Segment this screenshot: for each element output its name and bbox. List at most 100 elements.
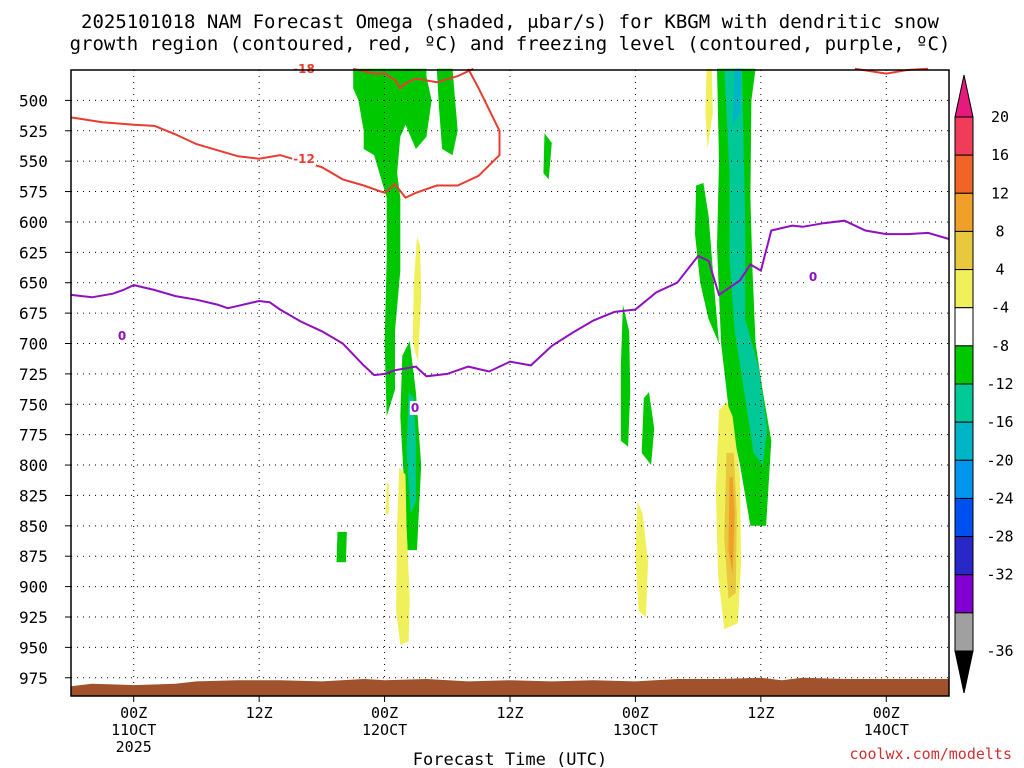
omega-shading-layer	[336, 68, 772, 645]
x-axis-label: Forecast Time (UTC)	[413, 750, 607, 768]
colorbar-swatch-4	[954, 269, 974, 309]
colorbar-swatch--32	[954, 574, 974, 614]
contour-label-freeze-a: 0	[118, 329, 126, 343]
colorbar-swatch--20	[954, 459, 974, 499]
plot-area: -18 -12 0 0 0	[70, 62, 950, 697]
colorbar-arrow-bottom	[954, 650, 974, 694]
colorbar-arrow-top	[954, 74, 974, 118]
x-tick-label-0: 00Z	[120, 704, 147, 722]
x-tick-date-72: 14OCT	[864, 721, 909, 739]
colorbar-swatch--36	[954, 612, 974, 652]
y-tick-label-925: 925	[19, 608, 48, 627]
x-tick-label-12: 12Z	[246, 704, 273, 722]
y-tick-label-525: 525	[19, 122, 48, 141]
colorbar-swatch--12	[954, 383, 974, 423]
omega-region-10	[406, 392, 416, 514]
contour-label-layer: -18 -12 0 0 0	[116, 62, 819, 415]
y-tick-label-750: 750	[19, 395, 48, 414]
colorbar-label--4: -4	[991, 299, 1009, 317]
x-tick-date-24: 12OCT	[362, 721, 407, 739]
colorbar-label--36: -36	[986, 642, 1013, 660]
x-tick-label-24: 00Z	[371, 704, 398, 722]
colorbar-swatch-16	[954, 154, 974, 194]
colorbar-swatch-8	[954, 230, 974, 271]
colorbar-swatch-20	[954, 116, 974, 156]
colorbar-label--8: -8	[991, 337, 1009, 355]
contour-label-bg	[409, 401, 421, 415]
omega-region-13	[396, 467, 410, 645]
x-tick-label-72: 00Z	[873, 704, 900, 722]
contour-label-bg	[807, 270, 819, 284]
omega-region-5	[620, 304, 631, 447]
chart-title-line2: growth region (contoured, red, ºC) and f…	[70, 33, 951, 55]
omega-region-16	[705, 68, 713, 149]
omega-region-3	[336, 531, 347, 563]
omega-region-0	[353, 68, 432, 417]
chart-title-line1: 2025101018 NAM Forecast Omega (shaded, μ…	[81, 11, 939, 33]
y-tick-label-500: 500	[19, 91, 48, 110]
contour-label-red-upper: -18	[293, 62, 315, 76]
freezing-level-contour	[70, 219, 950, 378]
y-tick-label-550: 550	[19, 152, 48, 171]
colorbar-swatch--28	[954, 536, 974, 576]
y-tick-label-575: 575	[19, 183, 48, 202]
y-tick-label-725: 725	[19, 365, 48, 384]
y-tick-label-775: 775	[19, 426, 48, 445]
x-tick-date-48: 13OCT	[613, 721, 658, 739]
contour-label-bg	[292, 62, 316, 76]
contour-label-freeze-c: 0	[809, 270, 817, 284]
credit-text: coolwx.com/modelts	[849, 745, 1012, 763]
colorbar-swatch--8	[954, 345, 974, 385]
y-tick-label-700: 700	[19, 334, 48, 353]
dgz-contour-upper	[352, 67, 474, 90]
colorbar-label-8: 8	[995, 222, 1004, 240]
y-tick-label-600: 600	[19, 213, 48, 232]
x-tick-year-0: 2025	[116, 738, 152, 756]
y-axis: 500 525 550 575 600 625 650 675 700 725 750 775 800 8…	[19, 91, 71, 688]
colorbar-swatch--4	[954, 307, 974, 347]
colorbar-label-12: 12	[991, 184, 1009, 202]
x-tick-label-60: 12Z	[747, 704, 774, 722]
omega-region-6	[641, 392, 655, 465]
omega-region-11	[732, 68, 741, 125]
y-tick-label-875: 875	[19, 547, 48, 566]
omega-region-15	[635, 501, 648, 617]
y-tick-label-625: 625	[19, 243, 48, 262]
colorbar-swatch--24	[954, 497, 974, 538]
y-tick-label-650: 650	[19, 274, 48, 293]
dgz-contour-lower	[70, 68, 501, 199]
terrain-layer	[71, 677, 949, 696]
colorbar-swatch--16	[954, 421, 974, 461]
contour-label-bg	[116, 329, 128, 343]
colorbar-label-20: 20	[991, 108, 1009, 126]
colorbar-label--24: -24	[986, 489, 1013, 507]
x-tick-label-48: 00Z	[622, 704, 649, 722]
colorbar-label--12: -12	[986, 375, 1013, 393]
grid-layer	[71, 70, 949, 696]
colorbar-label--28: -28	[986, 528, 1013, 546]
colorbar-swatch-12	[954, 192, 974, 232]
omega-region-14	[385, 483, 389, 514]
colorbar-label-16: 16	[991, 146, 1009, 164]
x-tick-date-0: 11OCT	[111, 721, 156, 739]
omega-region-7	[695, 183, 719, 344]
contour-label-freeze-b: 0	[411, 401, 419, 415]
colorbar-label--16: -16	[986, 413, 1013, 431]
colorbar-label--32: -32	[986, 566, 1013, 584]
y-tick-label-825: 825	[19, 486, 48, 505]
terrain-shading	[71, 677, 949, 696]
colorbar-legend: 20 16 12 8 4 -4 -8 -12 -16 -20 -24 -28 -32 -36	[954, 74, 1014, 694]
colorbar-label--20: -20	[986, 451, 1013, 469]
y-tick-label-675: 675	[19, 304, 48, 323]
omega-region-9	[724, 68, 768, 466]
omega-region-12	[412, 236, 422, 362]
contour-label-red-lower: -12	[293, 152, 315, 166]
omega-region-1	[436, 68, 458, 156]
y-tick-label-975: 975	[19, 669, 48, 688]
y-tick-label-900: 900	[19, 578, 48, 597]
colorbar-label-4: 4	[995, 261, 1004, 279]
y-tick-label-950: 950	[19, 638, 48, 657]
contour-label-bg	[292, 152, 316, 166]
